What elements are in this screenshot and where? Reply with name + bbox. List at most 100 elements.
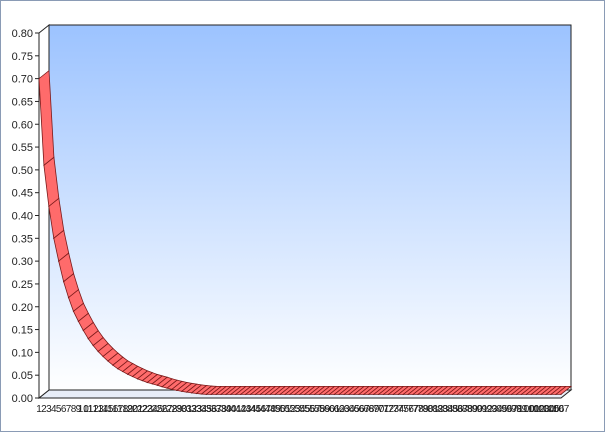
x-tick-label: 3 <box>46 404 52 415</box>
x-tick-label: 71 <box>378 404 390 415</box>
x-tick-label: 76 <box>403 404 415 415</box>
x-tick-label: 55 <box>299 404 311 415</box>
data-point <box>156 384 158 386</box>
x-tick-label: 21 <box>132 404 144 415</box>
x-tick-label: 41 <box>230 404 242 415</box>
data-point <box>309 393 311 395</box>
x-tick-label: 66 <box>354 404 366 415</box>
x-tick-label: 74 <box>393 404 405 415</box>
x-tick-label: 11 <box>83 404 94 415</box>
x-tick-label: 88 <box>462 404 474 415</box>
x-tick-label: 85 <box>447 404 459 415</box>
data-point <box>333 393 336 395</box>
x-tick-label: 77 <box>408 404 420 415</box>
data-point <box>205 393 208 395</box>
x-tick-label: 58 <box>314 404 326 415</box>
x-tick-label: 56 <box>304 404 316 415</box>
x-tick-label: 89 <box>467 404 479 415</box>
x-tick-label: 65 <box>349 404 361 415</box>
x-tick-label: 64 <box>344 404 356 415</box>
x-tick-label: 82 <box>432 404 444 415</box>
data-point <box>107 360 109 362</box>
data-point <box>540 393 542 395</box>
y-axis-ticks: 0.00 0.05 0.10 0.15 0.20 0.25 0.30 0.35 0.40 0.45… <box>12 28 39 405</box>
data-point <box>141 380 144 382</box>
x-tick-label: 75 <box>398 404 410 415</box>
data-point <box>392 393 395 395</box>
data-point <box>442 393 444 395</box>
x-tick-label: 68 <box>363 404 375 415</box>
x-tick-label: 81 <box>427 404 439 415</box>
data-point <box>166 387 168 389</box>
y-tick-label: 0.80 <box>12 28 33 40</box>
y-tick-label: 0.55 <box>12 142 33 154</box>
data-point <box>506 393 508 395</box>
data-point <box>328 393 331 395</box>
data-point <box>289 393 291 395</box>
data-point <box>530 393 533 395</box>
x-tick-label: 51 <box>280 404 292 415</box>
data-point <box>186 391 188 393</box>
data-point <box>432 393 434 395</box>
y-tick-label: 0.05 <box>12 370 33 382</box>
x-tick-label: 60 <box>324 404 336 415</box>
x-tick-label: 105 <box>543 404 560 415</box>
x-tick-label: 23 <box>142 404 154 415</box>
x-tick-label: 70 <box>373 404 385 415</box>
data-point <box>397 393 400 395</box>
data-point <box>427 393 429 395</box>
data-point <box>48 205 50 207</box>
x-tick-label: 47 <box>260 404 272 415</box>
x-tick-label: 18 <box>117 404 129 415</box>
data-point <box>210 393 212 395</box>
x-tick-label: 92 <box>482 404 494 415</box>
data-point <box>363 393 365 395</box>
x-tick-label: 5 <box>56 404 62 415</box>
x-tick-label: 4 <box>51 404 57 415</box>
x-tick-label: 44 <box>245 404 257 415</box>
data-point <box>181 390 183 392</box>
data-point <box>319 393 321 395</box>
data-point <box>348 393 350 395</box>
data-point <box>338 393 340 395</box>
x-tick-label: 61 <box>329 404 341 415</box>
x-tick-label: 42 <box>235 404 247 415</box>
data-point <box>225 393 227 395</box>
data-point <box>496 393 498 395</box>
x-tick-label: 96 <box>501 404 513 415</box>
data-point <box>304 393 306 395</box>
y-tick-label: 0.60 <box>12 119 33 131</box>
data-point <box>220 393 222 395</box>
x-tick-label: 43 <box>240 404 252 415</box>
x-tick-label: 6 <box>61 404 67 415</box>
data-point <box>476 393 478 395</box>
x-tick-label: 30 <box>176 404 188 415</box>
x-tick-label: 98 <box>511 404 523 415</box>
x-tick-label: 91 <box>477 404 489 415</box>
data-point <box>368 393 370 395</box>
data-point <box>191 392 193 394</box>
x-tick-label: 35 <box>201 404 213 415</box>
data-point <box>555 393 557 395</box>
x-tick-label: 102 <box>528 404 545 415</box>
y-tick-label: 0.35 <box>12 233 33 245</box>
data-point <box>264 393 267 395</box>
data-point <box>269 393 272 395</box>
x-tick-label: 78 <box>413 404 425 415</box>
data-point <box>486 393 488 395</box>
data-point <box>63 281 65 283</box>
x-tick-label: 31 <box>181 404 193 415</box>
x-tick-label: 101 <box>523 404 540 415</box>
x-tick-label: 34 <box>196 404 208 415</box>
y-tick-label: 0.45 <box>12 188 33 200</box>
x-tick-label: 20 <box>127 404 139 415</box>
y-tick-label: 0.65 <box>12 96 33 108</box>
y-tick-label: 0.40 <box>12 211 33 223</box>
y-tick-label: 0.70 <box>12 74 33 86</box>
x-tick-label: 69 <box>368 404 380 415</box>
data-point <box>412 393 414 395</box>
x-tick-label: 104 <box>538 404 555 415</box>
x-tick-label: 17 <box>112 404 124 415</box>
data-point <box>117 368 119 370</box>
data-point <box>255 393 257 395</box>
